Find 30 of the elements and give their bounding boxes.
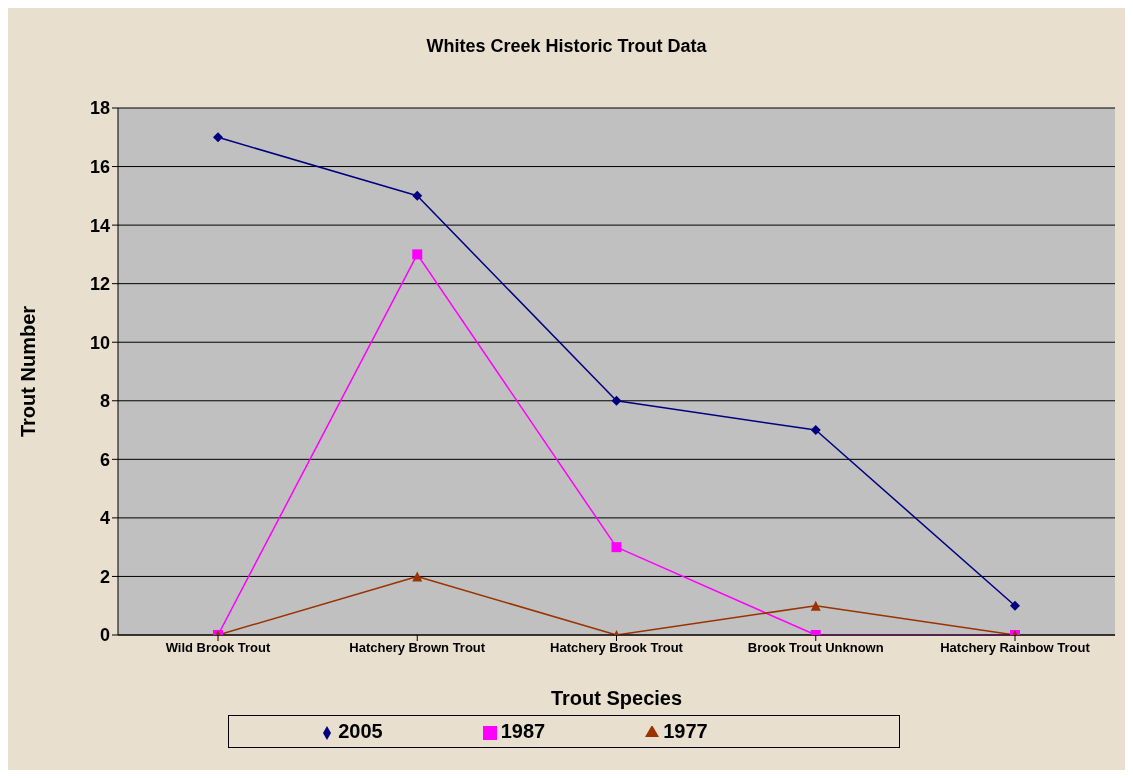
x-tick-label: Hatchery Brook Trout <box>550 640 684 656</box>
legend-label: 2005 <box>338 720 383 742</box>
legend-label: 1987 <box>500 720 546 742</box>
y-tick-label: 0 <box>99 625 110 646</box>
point <box>611 542 622 553</box>
y-tick-label: 6 <box>99 449 110 470</box>
y-tick-label: 8 <box>99 391 110 412</box>
y-tick-label: 4 <box>99 508 110 529</box>
legend-label: 1977 <box>663 720 708 742</box>
y-axis-title: Trout Number <box>17 305 40 438</box>
point <box>412 190 423 201</box>
x-tick-label: Wild Brook Trout <box>165 640 271 656</box>
point <box>412 571 423 582</box>
x-axis-title: Trout Species <box>550 687 683 709</box>
x-tick-label: Hatchery Rainbow Trout <box>940 640 1091 656</box>
y-tick-label: 16 <box>89 156 110 177</box>
y-tick-label: 14 <box>89 215 110 236</box>
y-tick-label: 10 <box>89 332 110 353</box>
y-tick-label: 18 <box>89 98 110 119</box>
chart-title: Whites Creek Historic Trout Data <box>425 35 708 58</box>
y-tick-label: 2 <box>99 566 110 587</box>
point <box>611 395 622 406</box>
x-tick-label: Brook Trout Unknown <box>747 640 884 656</box>
point <box>810 425 821 436</box>
y-tick-label: 12 <box>89 274 110 295</box>
x-tick-label: Hatchery Brown Trout <box>349 640 486 656</box>
point <box>810 600 821 611</box>
point <box>213 132 223 143</box>
point <box>412 249 423 260</box>
point <box>1010 600 1020 611</box>
